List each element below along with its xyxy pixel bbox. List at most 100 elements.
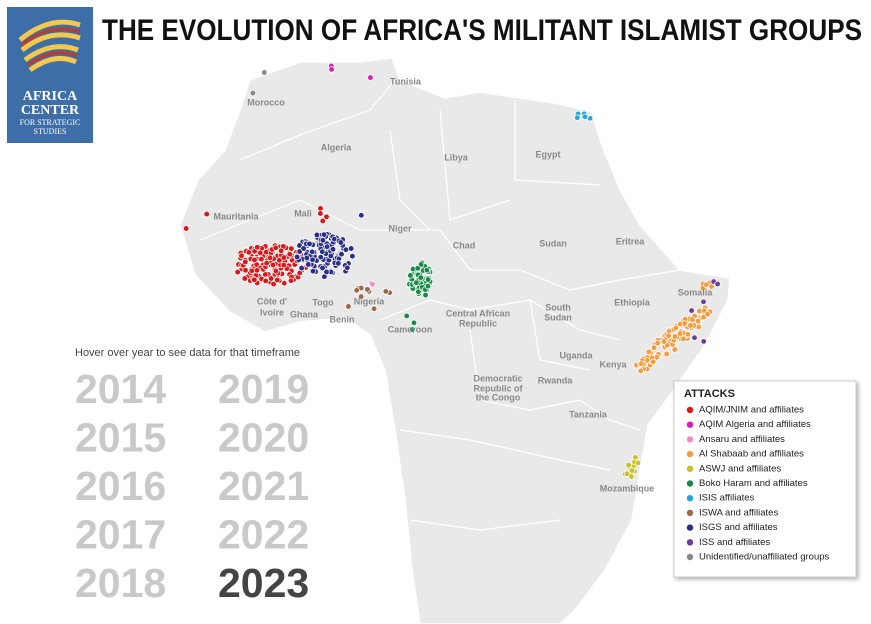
country-label: Mozambique — [600, 483, 655, 493]
attack-dot — [323, 213, 330, 220]
attack-dot — [280, 254, 288, 261]
attack-dot — [671, 333, 679, 340]
attack-dot — [272, 267, 280, 275]
attack-dot — [293, 253, 301, 261]
logo-text: AFRICA — [23, 89, 78, 104]
attack-dot — [287, 277, 295, 284]
legend-label: ASWJ and affiliates — [699, 463, 781, 474]
country-label: Tunisia — [390, 76, 422, 86]
attack-dot — [370, 305, 378, 312]
attack-dot — [417, 274, 424, 281]
attack-dot — [258, 256, 265, 263]
country-label: Ivoire — [260, 307, 284, 317]
attack-dot — [672, 324, 679, 332]
attack-dot — [276, 257, 283, 264]
attack-dot — [681, 320, 688, 327]
attack-dot — [329, 246, 337, 253]
country-label: Sudan — [544, 312, 572, 322]
attack-dot — [269, 261, 277, 269]
attack-dot — [306, 240, 313, 248]
attack-dot — [305, 261, 312, 268]
country-label: Republic of — [474, 383, 524, 393]
attack-dot — [691, 334, 698, 341]
legend-swatch — [686, 406, 694, 414]
attack-dot — [234, 268, 241, 276]
year-option[interactable]: 2015 — [75, 414, 166, 460]
country-label: Ghana — [290, 309, 319, 319]
attack-dot — [364, 286, 371, 293]
attack-dot — [251, 256, 258, 264]
attack-dot — [676, 330, 684, 337]
legend-swatch — [686, 421, 694, 428]
attack-dot — [286, 251, 293, 258]
attack-dot — [320, 231, 328, 238]
attack-dot — [319, 248, 326, 255]
year-option[interactable]: 2018 — [75, 560, 166, 606]
country-label: Eritrea — [616, 236, 646, 246]
attack-dot — [424, 283, 432, 290]
attack-dot — [700, 298, 707, 305]
attack-dot — [328, 66, 335, 73]
country-label: Chad — [453, 240, 476, 250]
attack-dot — [645, 348, 652, 355]
year-option[interactable]: 2016 — [75, 463, 166, 509]
country-label: Ethiopia — [614, 297, 650, 307]
attack-dot — [272, 244, 279, 251]
attack-dot — [623, 470, 631, 477]
attack-dot — [628, 467, 636, 474]
attack-dot — [345, 303, 352, 310]
attack-dot — [274, 276, 281, 284]
legend-label: Ansaru and affiliates — [699, 434, 785, 445]
attack-dot — [403, 312, 410, 320]
attack-dot — [300, 245, 307, 252]
legend: ATTACKS AQIM/JNIM and affiliates AQIM Alg… — [673, 380, 857, 578]
year-option[interactable]: 2021 — [218, 463, 309, 509]
legend-swatch — [686, 450, 694, 458]
attack-dot — [358, 212, 365, 219]
country-label: Algeria — [321, 142, 353, 152]
logo-text: STUDIES — [34, 127, 67, 136]
attack-dot — [245, 249, 252, 256]
attack-dot — [357, 293, 365, 300]
attack-dot — [353, 287, 360, 294]
attack-dot — [251, 276, 258, 283]
attack-dot — [415, 288, 422, 295]
attack-dot — [369, 281, 376, 288]
year-option[interactable]: 2017 — [75, 511, 166, 557]
attack-dot — [242, 258, 249, 266]
attack-dot — [277, 247, 285, 254]
attack-dot — [262, 277, 269, 285]
attack-dot — [663, 350, 670, 358]
legend-label: Unidentified/unaffiliated groups — [699, 552, 830, 563]
year-option[interactable]: 2022 — [218, 511, 309, 557]
country-label: Tanzania — [569, 409, 608, 419]
attack-dot — [319, 217, 326, 225]
attack-dot — [270, 280, 277, 288]
attack-dot — [266, 254, 274, 261]
country-label: Niger — [388, 223, 412, 233]
attack-dot — [254, 244, 261, 251]
legend-swatch — [686, 524, 694, 531]
logo-text: FOR STRATEGIC — [20, 118, 81, 127]
year-option[interactable]: 2014 — [75, 366, 166, 412]
attack-dot — [309, 268, 317, 275]
legend-items: AQIM/JNIM and affiliates AQIM Algeria and… — [686, 405, 830, 563]
year-option[interactable]: 2020 — [218, 414, 309, 460]
instruction: Hover over year to see data for that tim… — [75, 347, 300, 359]
attack-dot — [338, 251, 345, 258]
legend-label: Al Shabaab and affiliates — [699, 449, 804, 460]
country-label: Côte d' — [257, 296, 287, 306]
attack-dot — [650, 358, 657, 365]
attack-dot — [203, 210, 210, 218]
country-label: Central African — [446, 308, 510, 318]
country-label: Nigeria — [354, 296, 386, 306]
year-option[interactable]: 2023 — [218, 560, 309, 606]
legend-label: AQIM Algeria and affiliates — [699, 419, 811, 430]
legend-swatch — [686, 553, 694, 561]
attack-dot — [238, 252, 245, 259]
attack-dot — [347, 245, 355, 252]
year-option[interactable]: 2019 — [218, 366, 309, 412]
map-base — [179, 57, 731, 624]
legend-swatch — [686, 480, 694, 487]
attack-dot — [422, 291, 429, 299]
